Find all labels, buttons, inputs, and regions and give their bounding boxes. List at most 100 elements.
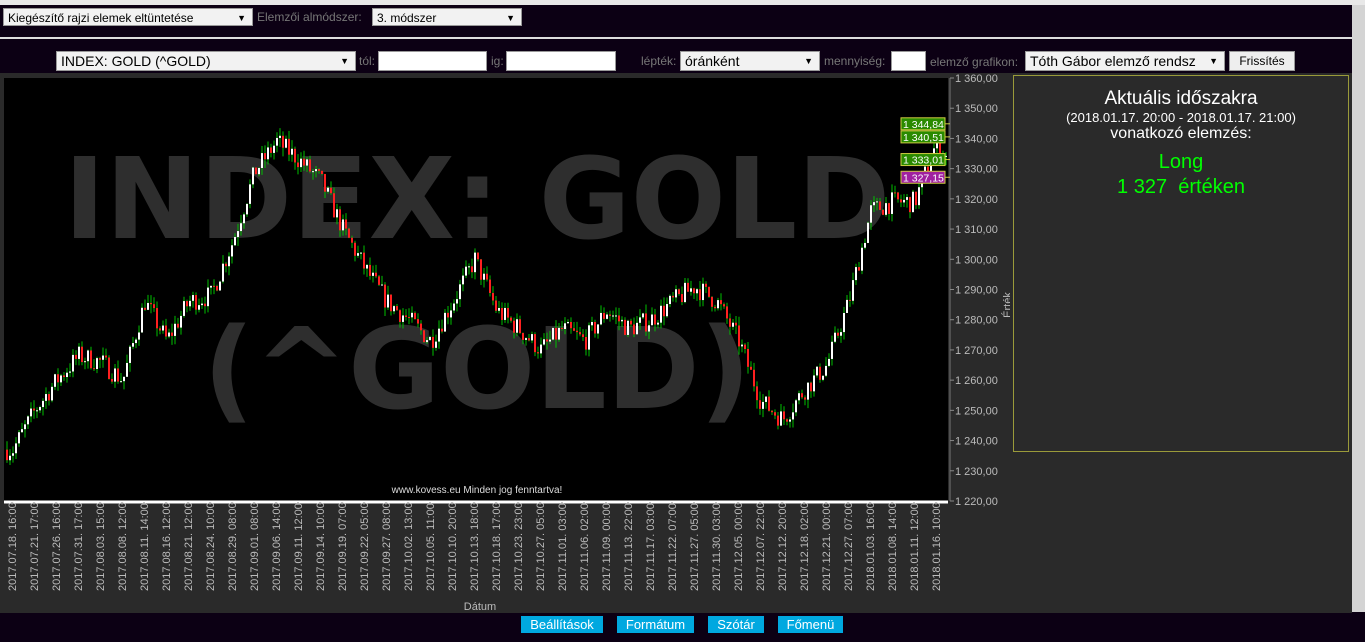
candle-body xyxy=(153,304,155,309)
from-date-input[interactable] xyxy=(378,51,487,71)
candle-body xyxy=(132,343,134,347)
main-menu-button[interactable]: Főmenü xyxy=(778,616,843,633)
candle-body xyxy=(165,325,167,337)
candle-body xyxy=(402,315,404,322)
format-button[interactable]: Formátum xyxy=(617,616,694,633)
drawing-elements-select[interactable]: Kiegészítő rajzi elemek eltüntetése ▼ xyxy=(3,8,253,26)
x-tick-label: 2017.08.24. 10:00 xyxy=(205,502,217,591)
x-tick-label: 2017.09.01. 08:00 xyxy=(249,502,261,591)
y-tick-label: 1 260,00 xyxy=(955,375,998,387)
candle-body xyxy=(930,162,932,173)
x-tick-label: 2018.01.16. 10:00 xyxy=(931,502,943,591)
candle-body xyxy=(456,299,458,304)
candle-body xyxy=(309,159,311,172)
candle-body xyxy=(708,286,710,297)
candle-body xyxy=(192,295,194,301)
candle-body xyxy=(267,147,269,160)
dictionary-button[interactable]: Szótár xyxy=(708,616,764,633)
candle-body xyxy=(138,332,140,340)
candle-body xyxy=(276,137,278,146)
refresh-button[interactable]: Frissítés xyxy=(1229,51,1295,71)
instrument-select[interactable]: INDEX: GOLD (^GOLD) ▼ xyxy=(56,51,356,71)
candle-body xyxy=(714,306,716,309)
candle-body xyxy=(327,187,329,192)
candle-body xyxy=(207,287,209,307)
y-tick-label: 1 280,00 xyxy=(955,315,998,327)
candle-body xyxy=(897,192,899,200)
x-tick-label: 2017.10.13. 18:00 xyxy=(469,502,481,591)
candle-body xyxy=(768,396,770,411)
candle-body xyxy=(618,315,620,322)
submethod-select[interactable]: 3. módszer ▼ xyxy=(372,8,522,26)
candle-body xyxy=(720,300,722,305)
candle-body xyxy=(552,327,554,340)
candle-body xyxy=(573,328,575,331)
candle-body xyxy=(609,314,611,316)
candle-body xyxy=(633,324,635,335)
candle-body xyxy=(726,306,728,319)
candle-body xyxy=(579,332,581,335)
submethod-value: 3. módszer xyxy=(377,11,437,25)
vertical-scrollbar[interactable] xyxy=(1352,5,1365,612)
candle-body xyxy=(888,203,890,214)
y-tick-label: 1 250,00 xyxy=(955,405,998,417)
scale-select[interactable]: óránként ▼ xyxy=(680,51,820,71)
candle-body xyxy=(804,397,806,400)
candle-body xyxy=(120,381,122,383)
candle-body xyxy=(453,303,455,311)
settings-button[interactable]: Beállítások xyxy=(521,616,603,633)
candle-body xyxy=(822,375,824,380)
candle-body xyxy=(621,319,623,322)
candle-body xyxy=(147,302,149,310)
candle-body xyxy=(516,319,518,333)
candle-body xyxy=(420,323,422,331)
candle-body xyxy=(231,245,233,257)
price-label: 1 327,15 xyxy=(903,172,944,184)
quantity-input[interactable] xyxy=(891,51,926,71)
candle-body xyxy=(162,325,164,331)
x-tick-label: 2017.11.06. 02:00 xyxy=(579,503,591,591)
candle-body xyxy=(462,275,464,285)
candle-body xyxy=(771,410,773,413)
candle-body xyxy=(318,169,320,171)
candle-body xyxy=(204,303,206,307)
candle-body xyxy=(450,310,452,318)
candle-body xyxy=(504,307,506,320)
candle-body xyxy=(630,320,632,325)
candle-body xyxy=(765,396,767,402)
to-date-input[interactable] xyxy=(506,51,616,71)
chart-type-select[interactable]: Tóth Gábor elemző rendsz ▼ xyxy=(1025,51,1225,71)
candle-body xyxy=(792,412,794,420)
candle-body xyxy=(663,305,665,317)
candle-body xyxy=(255,167,257,175)
candle-body xyxy=(582,334,584,338)
y-tick-label: 1 310,00 xyxy=(955,224,998,236)
analysis-signal: Long xyxy=(1158,151,1204,173)
candle-body xyxy=(789,419,791,422)
candle-body xyxy=(903,199,905,203)
candle-body xyxy=(219,281,221,291)
chart-type-value: Tóth Gábor elemző rendsz xyxy=(1030,53,1196,69)
candle-body xyxy=(636,322,638,335)
candle-body xyxy=(672,295,674,298)
candle-body xyxy=(465,266,467,276)
candle-body xyxy=(354,242,356,256)
chart-type-label: elemző grafikon: xyxy=(930,55,1019,69)
candle-body xyxy=(333,193,335,218)
candle-body xyxy=(213,285,215,287)
candle-body xyxy=(345,219,347,229)
candle-body xyxy=(78,346,80,359)
analysis-value-suffix: értéken xyxy=(1178,176,1245,198)
x-tick-label: 2017.10.27. 05:00 xyxy=(535,502,547,591)
candle-body xyxy=(24,424,26,430)
candle-body xyxy=(45,394,47,401)
y-tick-label: 1 270,00 xyxy=(955,345,998,357)
candle-body xyxy=(426,340,428,343)
watermark-line-2: (^GOLD) xyxy=(203,305,751,435)
candle-body xyxy=(735,322,737,326)
y-tick-label: 1 330,00 xyxy=(955,164,998,176)
price-chart[interactable]: INDEX: GOLD (^GOLD) www.kovess.eu Minden j… xyxy=(0,73,1010,613)
candle-body xyxy=(144,307,146,310)
candle-body xyxy=(561,327,563,330)
candle-body xyxy=(564,323,566,330)
